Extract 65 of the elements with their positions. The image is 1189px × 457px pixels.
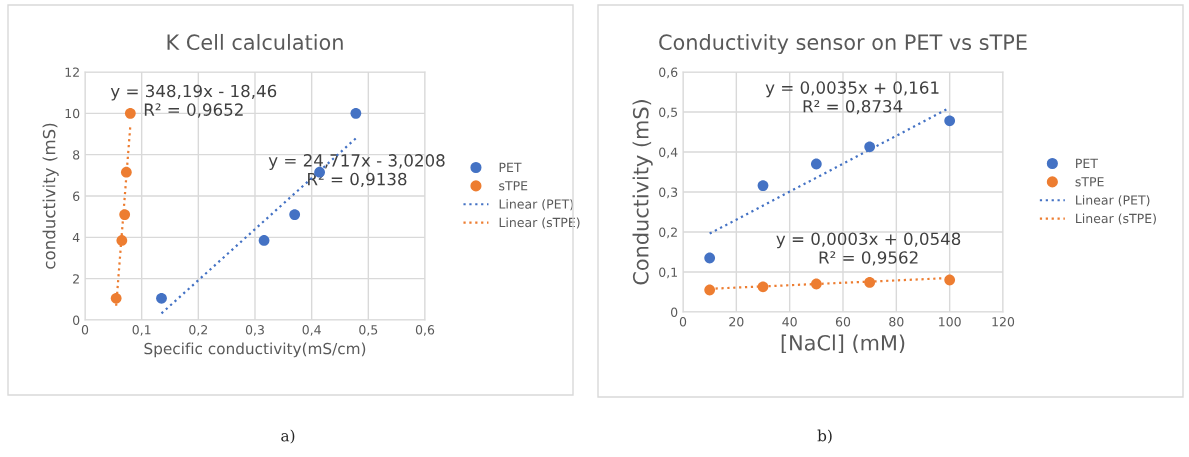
y-axis-title: conductivity (mS) bbox=[42, 123, 59, 269]
x-tick-label: 100 bbox=[939, 317, 961, 327]
y-tick-label: 0,2 bbox=[659, 227, 677, 239]
y-tick-label: 6 bbox=[73, 191, 80, 201]
x-tick-label: 40 bbox=[782, 317, 797, 327]
annotation: y = 0,0035x + 0,161 R² = 0,8734 bbox=[765, 81, 939, 115]
point bbox=[864, 141, 876, 153]
x-tick-label: 0 bbox=[679, 317, 687, 327]
x-tick-label: 0,5 bbox=[359, 325, 378, 336]
x-tick-label: 60 bbox=[835, 317, 851, 327]
x-axis-title: [NaCl] (mM) bbox=[781, 334, 905, 354]
y-tick-label: 0,3 bbox=[659, 187, 678, 199]
point bbox=[757, 281, 769, 293]
x-tick-label: 0,2 bbox=[189, 325, 208, 336]
y-tick-label: 10 bbox=[65, 108, 80, 119]
legend-label: Linear (sTPE) bbox=[1076, 213, 1156, 225]
point bbox=[116, 235, 128, 246]
legend-label: sTPE bbox=[1075, 177, 1104, 187]
x-tick-label: 80 bbox=[889, 317, 904, 327]
x-tick-label: 0,1 bbox=[132, 325, 151, 336]
chart-title: K Cell calculation bbox=[167, 33, 343, 51]
legend-label: Linear (PET) bbox=[1076, 195, 1150, 207]
y-tick-label: 0 bbox=[671, 307, 678, 317]
x-tick-label: 0,6 bbox=[415, 325, 435, 336]
point bbox=[757, 180, 769, 191]
chart-title: Conductivity sensor on PET vs sTPE bbox=[659, 33, 1027, 55]
point bbox=[350, 107, 362, 119]
annotation: y = 348,19x - 18,46 R² = 0,9652 bbox=[110, 84, 277, 118]
annotation: y = 0,0003x + 0,0548 R² = 0,9562 bbox=[776, 232, 961, 266]
x-tick-label: 0,3 bbox=[245, 325, 264, 336]
y-tick-label: 0,1 bbox=[659, 267, 677, 279]
point bbox=[864, 277, 876, 288]
y-tick-label: 8 bbox=[73, 150, 80, 160]
point bbox=[258, 235, 270, 246]
point bbox=[704, 284, 716, 296]
text: b) bbox=[817, 429, 832, 444]
point bbox=[944, 115, 956, 127]
legend-label: PET bbox=[499, 162, 522, 172]
point bbox=[289, 209, 301, 220]
y-tick-label: 0,4 bbox=[659, 147, 678, 159]
y-tick-label: 12 bbox=[65, 67, 79, 77]
legend-label: Linear (PET) bbox=[499, 199, 574, 211]
point bbox=[944, 274, 956, 286]
y-tick-label: 4 bbox=[72, 232, 80, 243]
point bbox=[110, 292, 122, 304]
legend-label: Linear (sTPE) bbox=[499, 217, 580, 229]
point bbox=[124, 107, 136, 119]
point bbox=[119, 209, 131, 220]
y-axis-title: Conductivity (mS) bbox=[632, 100, 653, 285]
y-tick-label: 0,6 bbox=[659, 67, 678, 79]
x-tick-label: 0,4 bbox=[302, 325, 321, 336]
text: a) bbox=[281, 429, 295, 444]
point bbox=[156, 292, 167, 304]
y-tick-label: 0,5 bbox=[659, 107, 678, 119]
x-tick-label: 20 bbox=[729, 317, 744, 327]
legend-label: sTPE bbox=[499, 181, 528, 191]
x-tick-label: 120 bbox=[992, 317, 1015, 327]
point bbox=[120, 166, 132, 178]
legend-label: PET bbox=[1076, 158, 1098, 168]
point bbox=[810, 158, 822, 170]
y-tick-label: 2 bbox=[73, 274, 79, 284]
x-tick-label: 0 bbox=[81, 325, 89, 335]
point bbox=[704, 252, 716, 264]
x-axis-title: Specific conductivity(mS/cm) bbox=[144, 342, 366, 358]
point bbox=[810, 278, 822, 290]
